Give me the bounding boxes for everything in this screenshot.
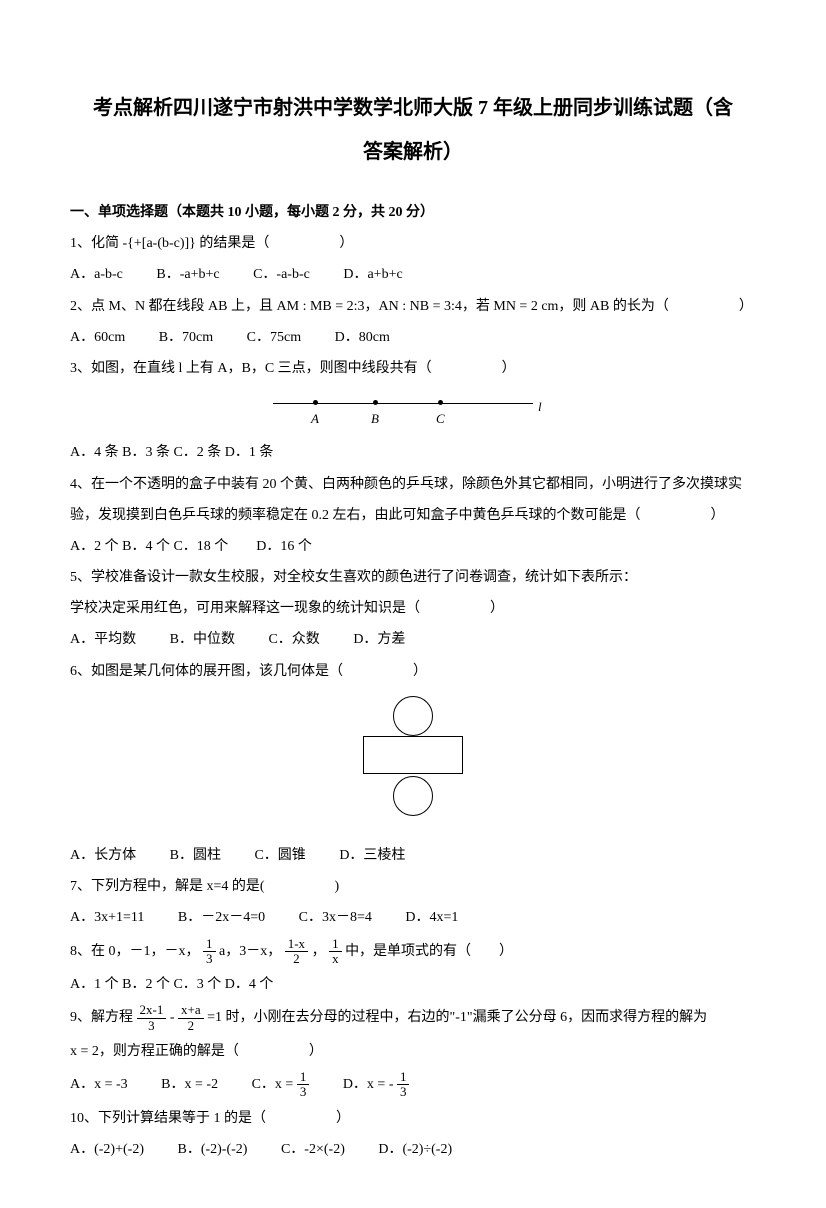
question-4-line1: 4、在一个不透明的盒子中装有 20 个黄、白两种颜色的乒乓球，除颜色外其它都相同…: [70, 472, 756, 497]
fraction-1-3-a: 13: [203, 937, 216, 967]
equals-one: =1: [207, 1010, 222, 1025]
question-2: 2、点 M、N 都在线段 AB 上，且 AM : MB = 2:3，AN : N…: [70, 294, 756, 319]
question-1-options: A．a-b-c B．-a+b+c C．-a-b-c D．a+b+c: [70, 262, 756, 287]
q9-option-b: B．x = -2: [161, 1072, 218, 1097]
q10-option-a: A．(-2)+(-2): [70, 1137, 144, 1162]
q9-option-a: A．x = -3: [70, 1072, 128, 1097]
q8-text-mid2: ，: [312, 944, 326, 959]
fraction-x-a-over-2: x+a2: [178, 1003, 204, 1033]
fraction-1-over-x: 1x: [329, 937, 342, 967]
question-10-options: A．(-2)+(-2) B．(-2)-(-2) C．-2×(-2) D．(-2)…: [70, 1137, 756, 1162]
point-b-label: B: [371, 407, 379, 430]
q10-option-d: D．(-2)÷(-2): [378, 1137, 452, 1162]
q5-option-c: C．众数: [268, 627, 319, 652]
line-l-label: l: [538, 395, 542, 418]
point-c-label: C: [436, 407, 445, 430]
section-header: 一、单项选择题（本题共 10 小题，每小题 2 分，共 20 分）: [70, 200, 756, 225]
question-5-line2: 学校决定采用红色，可用来解释这一现象的统计知识是（ ）: [70, 596, 756, 621]
question-5-options: A．平均数 B．中位数 C．众数 D．方差: [70, 627, 756, 652]
question-7-options: A．3x+1=11 B．－2x－4=0 C．3x－8=4 D．4x=1: [70, 905, 756, 930]
q9-option-d: D．x = - 13: [343, 1070, 410, 1100]
q2-option-d: D．80cm: [335, 325, 390, 350]
q6-option-c: C．圆锥: [254, 843, 305, 868]
question-10: 10、下列计算结果等于 1 的是（ ）: [70, 1106, 756, 1131]
q2-option-a: A．60cm: [70, 325, 125, 350]
point-a-label: A: [311, 407, 319, 430]
question-9-line1: 9、解方程 2x-13 - x+a2 =1 时，小刚在去分母的过程中，右边的"-…: [70, 1003, 756, 1033]
question-6-options: A．长方体 B．圆柱 C．圆锥 D．三棱柱: [70, 843, 756, 868]
q9-text-pre: 9、解方程: [70, 1010, 137, 1025]
question-4-options: A．2 个 B．4 个 C．18 个 D．16 个: [70, 534, 756, 559]
page-title: 考点解析四川遂宁市射洪中学数学北师大版 7 年级上册同步训练试题（含: [70, 90, 756, 126]
q1-option-c: C．-a-b-c: [253, 262, 310, 287]
q5-option-a: A．平均数: [70, 627, 136, 652]
q7-option-d: D．4x=1: [405, 905, 458, 930]
q1-option-a: A．a-b-c: [70, 262, 123, 287]
q8-text-post: 中，是单项式的有（ ）: [345, 944, 513, 959]
minus-sign: -: [170, 1010, 178, 1025]
q7-option-c: C．3x－8=4: [299, 905, 372, 930]
question-6: 6、如图是某几何体的展开图，该几何体是（ ）: [70, 659, 756, 684]
q9-option-c: C．x = 13: [252, 1070, 310, 1100]
q2-option-b: B．70cm: [159, 325, 213, 350]
q8-text-pre: 8、在 0，－1，－x，: [70, 944, 200, 959]
page-subtitle: 答案解析）: [70, 134, 756, 170]
question-7: 7、下列方程中，解是 x=4 的是( ): [70, 874, 756, 899]
question-2-options: A．60cm B．70cm C．75cm D．80cm: [70, 325, 756, 350]
question-8-options: A．1 个 B．2 个 C．3 个 D．4 个: [70, 972, 756, 997]
question-3-options: A．4 条 B．3 条 C．2 条 D．1 条: [70, 440, 756, 465]
question-3: 3、如图，在直线 l 上有 A，B，C 三点，则图中线段共有（ ）: [70, 356, 756, 381]
fraction-2x-1-over-3: 2x-13: [137, 1003, 167, 1033]
question-9-line2: x = 2，则方程正确的解是（ ）: [70, 1039, 756, 1064]
q10-option-b: B．(-2)-(-2): [177, 1137, 247, 1162]
cylinder-net-figure: [70, 694, 756, 833]
q10-option-c: C．-2×(-2): [281, 1137, 345, 1162]
fraction-1-x-over-2: 1-x2: [285, 937, 308, 967]
line-diagram-figure: A B C l: [70, 391, 756, 430]
q5-option-b: B．中位数: [170, 627, 235, 652]
q8-text-mid1: a，3－x，: [219, 944, 281, 959]
q7-option-a: A．3x+1=11: [70, 905, 144, 930]
q6-option-d: D．三棱柱: [339, 843, 405, 868]
question-8: 8、在 0，－1，－x， 13 a，3－x， 1-x2 ， 1x 中，是单项式的…: [70, 937, 756, 967]
q2-option-c: C．75cm: [247, 325, 301, 350]
q6-option-a: A．长方体: [70, 843, 136, 868]
q1-option-d: D．a+b+c: [343, 262, 402, 287]
q9-text-mid: 时，小刚在去分母的过程中，右边的"-1"漏乘了公分母 6，因而求得方程的解为: [226, 1010, 708, 1025]
q6-option-b: B．圆柱: [170, 843, 221, 868]
question-1: 1、化简 -{+[a-(b-c)]} 的结果是（ ）: [70, 231, 756, 256]
question-9-options: A．x = -3 B．x = -2 C．x = 13 D．x = - 13: [70, 1070, 756, 1100]
question-5-line1: 5、学校准备设计一款女生校服，对全校女生喜欢的颜色进行了问卷调查，统计如下表所示…: [70, 565, 756, 590]
q1-option-b: B．-a+b+c: [156, 262, 219, 287]
question-4-line2: 验，发现摸到白色乒乓球的频率稳定在 0.2 左右，由此可知盒子中黄色乒乓球的个数…: [70, 503, 756, 528]
q7-option-b: B．－2x－4=0: [178, 905, 265, 930]
q5-option-d: D．方差: [353, 627, 405, 652]
